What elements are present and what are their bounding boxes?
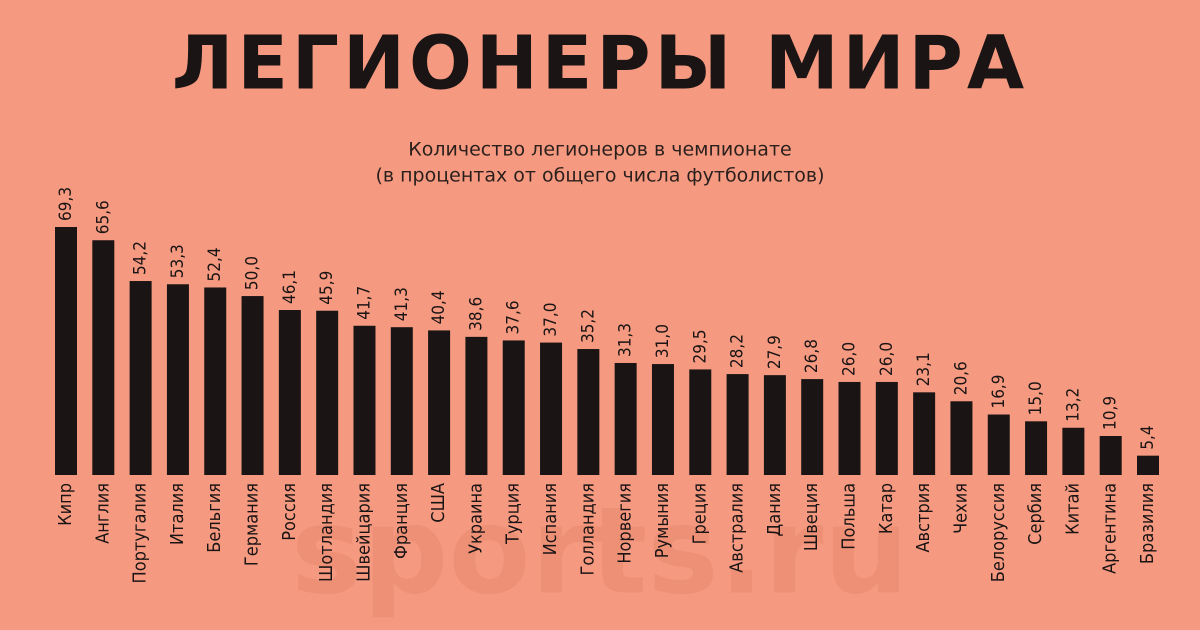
bar [950, 401, 973, 475]
x-tick-label: Катар [876, 483, 897, 534]
value-label: 23,1 [914, 352, 934, 386]
bar [278, 310, 301, 475]
bar [1099, 435, 1122, 475]
value-label: 29,5 [690, 329, 710, 363]
x-tick-label: Норвегия [615, 483, 636, 564]
bar [875, 381, 898, 475]
value-label: 40,4 [429, 290, 449, 324]
bar [353, 325, 376, 475]
x-tick-label: Россия [279, 483, 300, 541]
value-label: 35,2 [578, 309, 598, 343]
bar [129, 281, 152, 475]
x-tick-label: Голландия [577, 483, 598, 575]
x-tick-label: Швейцария [353, 483, 374, 582]
value-label: 10,9 [1101, 396, 1121, 430]
value-label: 20,6 [951, 361, 971, 395]
bar [726, 374, 749, 475]
x-tick-label: Франция [391, 483, 412, 559]
bar [838, 381, 861, 475]
x-tick-label: Бразилия [1137, 483, 1158, 564]
value-label: 16,9 [989, 374, 1009, 408]
value-label: 37,0 [541, 303, 561, 337]
watermark: sports.ru [291, 483, 909, 622]
x-tick-label: Украина [465, 483, 486, 554]
bar [1137, 455, 1159, 475]
value-label: 37,6 [504, 300, 524, 334]
value-label: 41,7 [354, 286, 374, 320]
bar [763, 375, 786, 475]
x-tick-label: Бельгия [204, 483, 225, 553]
value-label: 52,4 [205, 247, 225, 281]
x-tick-label: Австралия [727, 483, 748, 573]
x-tick-label: Аргентина [1100, 483, 1121, 574]
x-tick-label: Шотландия [316, 483, 337, 582]
x-tick-label: Германия [242, 483, 263, 566]
x-tick-label: Турция [503, 483, 524, 545]
bar [428, 330, 451, 475]
bar [801, 379, 824, 475]
bar [614, 362, 637, 475]
bar [92, 240, 115, 475]
value-label: 53,3 [168, 244, 188, 278]
chart-subtitle: Количество легионеров в чемпионате [408, 139, 791, 161]
bar [1062, 427, 1085, 475]
x-tick-label: Польша [839, 483, 860, 550]
x-tick-label: Греция [689, 483, 710, 544]
bar [55, 227, 77, 475]
bar [1025, 421, 1048, 475]
chart-subtitle: (в процентах от общего числа футболистов… [375, 165, 824, 187]
x-tick-label: Италия [167, 483, 188, 545]
bar [913, 392, 936, 475]
x-tick-label: Испания [540, 483, 561, 555]
x-tick-label: Сербия [1025, 483, 1046, 545]
value-label: 45,9 [317, 271, 337, 305]
value-label: 26,0 [877, 342, 897, 376]
value-label: 31,0 [653, 324, 673, 358]
bar [987, 414, 1010, 475]
bar [390, 327, 413, 475]
value-label: 26,0 [840, 342, 860, 376]
x-tick-label: Англия [92, 483, 113, 544]
value-label: 38,6 [466, 297, 486, 331]
value-label: 41,3 [392, 287, 412, 321]
bar [316, 310, 339, 475]
value-label: 31,3 [616, 323, 636, 357]
value-label: 54,2 [131, 241, 151, 275]
bar [651, 364, 674, 475]
x-tick-label: Австрия [913, 483, 934, 553]
bar [577, 349, 600, 475]
x-tick-label: Швеция [801, 483, 822, 551]
value-label: 65,6 [93, 200, 113, 234]
bar [689, 369, 712, 475]
x-tick-label: Китай [1062, 483, 1083, 535]
chart-title: ЛЕГИОНЕРЫ МИРА [172, 21, 1028, 107]
value-label: 5,4 [1138, 425, 1158, 449]
value-label: 13,2 [1063, 388, 1083, 422]
value-label: 15,0 [1026, 381, 1046, 415]
x-tick-label: Белоруссия [988, 483, 1009, 582]
x-tick-label: США [428, 483, 449, 523]
value-label: 69,3 [56, 187, 76, 221]
value-label: 26,8 [802, 339, 822, 373]
bar [166, 284, 189, 475]
value-label: 50,0 [243, 256, 263, 290]
bar [465, 336, 488, 475]
x-tick-label: Дания [764, 483, 785, 536]
value-label: 27,9 [765, 335, 785, 369]
x-tick-label: Португалия [130, 483, 151, 583]
bar [540, 342, 563, 475]
x-tick-label: Кипр [55, 483, 76, 526]
value-label: 28,2 [728, 334, 748, 368]
bar [241, 296, 264, 475]
bar [502, 340, 525, 475]
bar [204, 287, 227, 475]
value-label: 46,1 [280, 270, 300, 304]
x-tick-label: Румыния [652, 483, 673, 558]
x-tick-label: Чехия [950, 483, 971, 534]
